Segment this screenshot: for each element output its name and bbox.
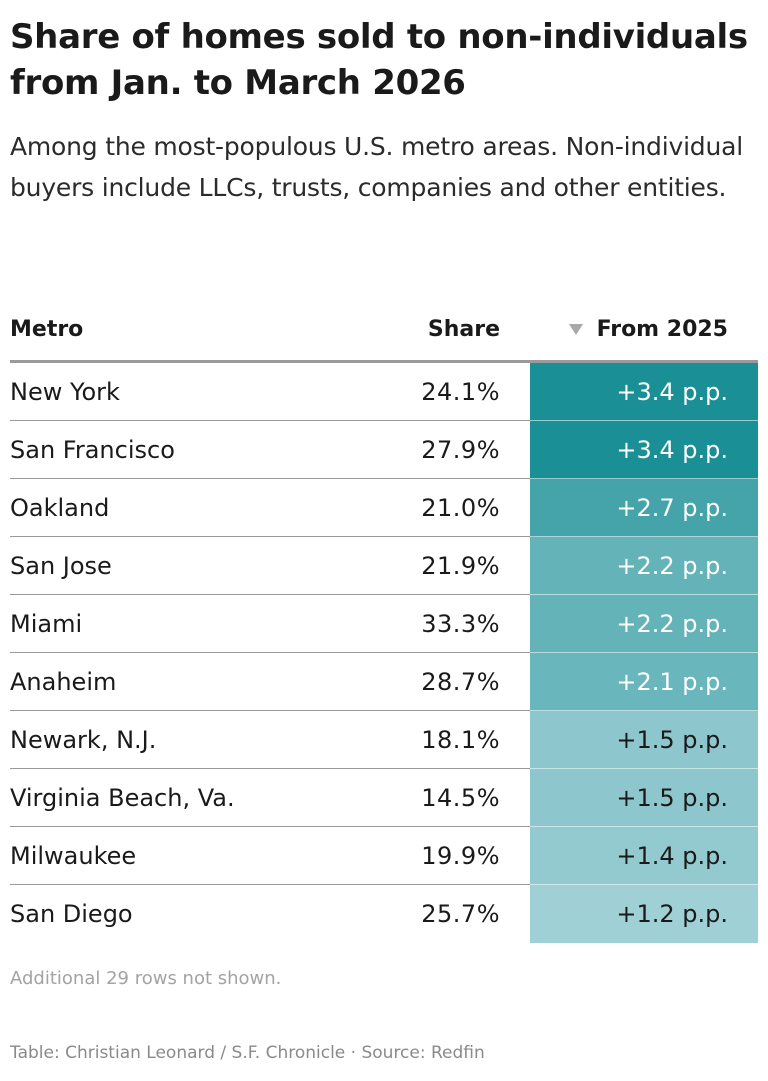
share-cell: 21.0% (421, 494, 500, 522)
metro-cell: Virginia Beach, Va. (10, 784, 235, 812)
metro-cell: New York (10, 378, 120, 406)
share-cell: 21.9% (421, 552, 500, 580)
metro-cell: Oakland (10, 494, 110, 522)
share-cell: 19.9% (421, 842, 500, 870)
share-cell: 14.5% (421, 784, 500, 812)
chart-title: Share of homes sold to non-individuals f… (10, 17, 748, 103)
share-cell: 28.7% (421, 668, 500, 696)
change-cell: +3.4 p.p. (530, 421, 758, 479)
change-cell: +2.1 p.p. (530, 653, 758, 711)
source-credit: Table: Christian Leonard / S.F. Chronicl… (10, 1043, 485, 1063)
share-cell: 33.3% (421, 610, 500, 638)
sort-descending-icon[interactable] (568, 324, 583, 335)
change-cell: +2.7 p.p. (530, 479, 758, 537)
table-row: Newark, N.J. 18.1% +1.5 p.p. (10, 711, 758, 769)
metro-cell: Newark, N.J. (10, 726, 157, 754)
data-table: Metro Share From 2025 New York 24.1% +3.4 … (10, 300, 758, 943)
metro-cell: San Diego (10, 900, 133, 928)
table-body: New York 24.1% +3.4 p.p. San Francisco 27.9%… (10, 363, 758, 943)
change-cell: +2.2 p.p. (530, 595, 758, 653)
table-row: San Francisco 27.9% +3.4 p.p. (10, 421, 758, 479)
metro-cell: San Jose (10, 552, 112, 580)
table-row: San Jose 21.9% +2.2 p.p. (10, 537, 758, 595)
column-header-metro[interactable]: Metro (10, 317, 84, 342)
table-header: Metro Share From 2025 (10, 300, 758, 363)
column-header-from-2025[interactable]: From 2025 (568, 317, 728, 342)
change-cell: +2.2 p.p. (530, 537, 758, 595)
share-cell: 18.1% (421, 726, 500, 754)
table-row: New York 24.1% +3.4 p.p. (10, 363, 758, 421)
table-row: Oakland 21.0% +2.7 p.p. (10, 479, 758, 537)
change-cell: +1.5 p.p. (530, 769, 758, 827)
share-cell: 25.7% (421, 900, 500, 928)
change-cell: +3.4 p.p. (530, 363, 758, 421)
table-row: Miami 33.3% +2.2 p.p. (10, 595, 758, 653)
change-cell: +1.4 p.p. (530, 827, 758, 885)
table-row: Milwaukee 19.9% +1.4 p.p. (10, 827, 758, 885)
metro-cell: Milwaukee (10, 842, 137, 870)
table-row: San Diego 25.7% +1.2 p.p. (10, 885, 758, 943)
change-cell: +1.5 p.p. (530, 711, 758, 769)
chart-subtitle: Among the most-populous U.S. metro areas… (10, 132, 743, 202)
metro-cell: San Francisco (10, 436, 175, 464)
column-header-share[interactable]: Share (427, 317, 500, 342)
table-row: Virginia Beach, Va. 14.5% +1.5 p.p. (10, 769, 758, 827)
metro-cell: Miami (10, 610, 83, 638)
table-row: Anaheim 28.7% +2.1 p.p. (10, 653, 758, 711)
metro-cell: Anaheim (10, 668, 117, 696)
share-cell: 24.1% (421, 378, 500, 406)
change-cell: +1.2 p.p. (530, 885, 758, 943)
share-cell: 27.9% (421, 436, 500, 464)
rows-not-shown-note: Additional 29 rows not shown. (10, 968, 282, 989)
column-header-from-2025-label: From 2025 (596, 317, 728, 342)
